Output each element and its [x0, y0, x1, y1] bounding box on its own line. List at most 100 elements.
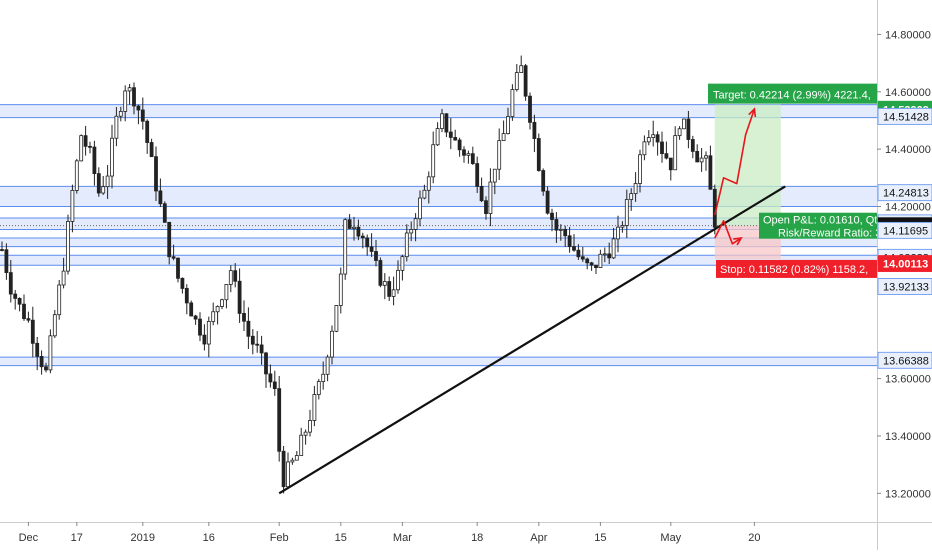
candle-body — [470, 153, 475, 164]
candle-body — [699, 157, 704, 163]
trendline-layer[interactable] — [278, 185, 786, 495]
x-tick-label: May — [660, 532, 681, 544]
x-tick-label: 2019 — [131, 532, 155, 544]
zone-band — [0, 104, 877, 118]
candle-body — [233, 270, 238, 282]
candle-body — [347, 219, 352, 229]
pullback-projection-arrow — [714, 220, 742, 245]
candle-body — [506, 116, 510, 134]
candle-body — [536, 138, 541, 171]
candle-body — [554, 219, 559, 231]
candle-body — [167, 221, 172, 258]
candle-body — [492, 168, 497, 183]
candle-body — [484, 200, 488, 214]
candle-body — [382, 281, 387, 286]
price-candles — [0, 55, 717, 494]
price-label: 14.24813 — [883, 188, 929, 200]
candle-body — [299, 434, 304, 456]
candle-body — [101, 186, 106, 194]
candle-body — [488, 181, 493, 214]
candle-body — [629, 193, 634, 200]
candle-body — [224, 284, 229, 301]
stop-label-box — [716, 259, 877, 278]
target-label: Target: 0.42214 (2.99%) 4221.4, — [713, 90, 871, 102]
candle-body — [418, 197, 422, 220]
candle-body — [457, 139, 462, 151]
candle-body — [61, 270, 66, 286]
candle-body — [79, 135, 84, 162]
candle-body — [594, 264, 598, 268]
candle-body — [88, 145, 92, 148]
candle-body — [528, 95, 532, 123]
candle-body — [136, 105, 141, 111]
candle-body — [303, 431, 308, 436]
candle-body — [176, 257, 180, 279]
price-label-box — [877, 184, 932, 202]
x-tick-label: 15 — [594, 532, 606, 544]
candle-body — [39, 356, 44, 368]
open-pl-label: Open P&L: 0.01610, Qty — [763, 215, 883, 227]
candle-body — [57, 284, 62, 316]
candle-body — [426, 176, 431, 191]
candle-body — [514, 72, 519, 90]
candle-body — [308, 420, 312, 433]
candle-body — [638, 154, 642, 184]
zone-band — [0, 255, 877, 266]
candle-body — [409, 229, 414, 234]
candle-body — [281, 450, 286, 488]
pl-label-box — [759, 212, 877, 239]
candle-body — [400, 256, 405, 271]
position-labels: Target: 0.42214 (2.99%) 4221.4, Open P&L… — [708, 83, 883, 278]
candle-body — [585, 258, 590, 264]
candle-body — [290, 459, 295, 463]
candle-body — [422, 189, 427, 199]
candle-body — [70, 189, 75, 222]
candle-body — [642, 141, 647, 156]
ascending-trendline[interactable] — [278, 185, 786, 495]
candle-body — [453, 137, 458, 141]
stop-label: Stop: 0.11582 (0.82%) 1158.2, — [720, 264, 868, 276]
candle-body — [660, 141, 664, 155]
candle-body — [255, 343, 260, 346]
x-tick-label: Feb — [270, 532, 289, 544]
candle-body — [686, 118, 691, 140]
candle-body — [48, 335, 53, 371]
candle-body — [198, 318, 202, 336]
candle-body — [682, 118, 686, 130]
y-tick-label: 14.20000 — [885, 202, 931, 214]
candle-body — [598, 253, 603, 268]
x-tick-label: 18 — [471, 532, 483, 544]
candle-body — [8, 272, 13, 295]
candle-body — [365, 237, 370, 248]
candle-body — [378, 260, 383, 286]
candle-body — [17, 297, 22, 305]
candle-body — [92, 146, 97, 174]
candle-body — [154, 156, 158, 192]
candle-body — [602, 253, 607, 256]
candle-body — [286, 461, 290, 488]
candle-body — [695, 150, 700, 163]
candle-body — [228, 270, 233, 285]
candle-body — [677, 128, 682, 137]
candle-body — [22, 303, 26, 320]
candle-body — [431, 144, 436, 178]
candle-body — [268, 373, 273, 383]
y-tick-label: 13.20000 — [885, 488, 931, 500]
long-position-tool[interactable] — [0, 104, 877, 259]
candle-body — [690, 139, 695, 152]
price-label: 14.11695 — [883, 225, 928, 237]
candle-body — [52, 314, 57, 337]
candle-body — [316, 381, 321, 395]
risk-reward-label: Risk/Reward Ratio: 3 — [778, 228, 881, 240]
candle-body — [532, 121, 537, 139]
candle-body — [338, 273, 343, 306]
candle-body — [158, 190, 163, 205]
candle-body — [74, 160, 79, 191]
candle-body — [272, 381, 277, 390]
candle-body — [387, 281, 392, 297]
candle-body — [374, 251, 378, 261]
candle-body — [215, 306, 220, 313]
zone-band — [0, 357, 877, 366]
